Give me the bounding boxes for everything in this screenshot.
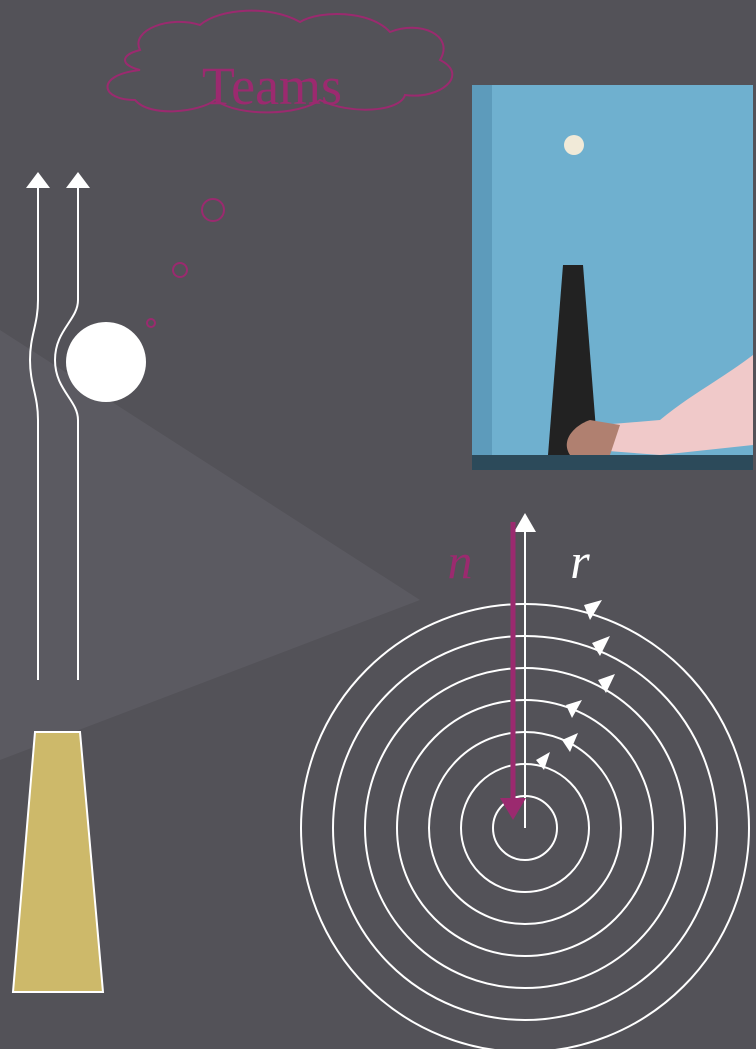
n-label: n <box>448 533 473 589</box>
slide: Teams n r <box>0 0 756 1049</box>
cloud-label: Teams <box>202 56 342 116</box>
ball <box>66 322 146 402</box>
page: Teams n r (() => { const <box>0 0 756 1049</box>
r-label: r <box>570 533 590 589</box>
photo <box>472 85 753 470</box>
